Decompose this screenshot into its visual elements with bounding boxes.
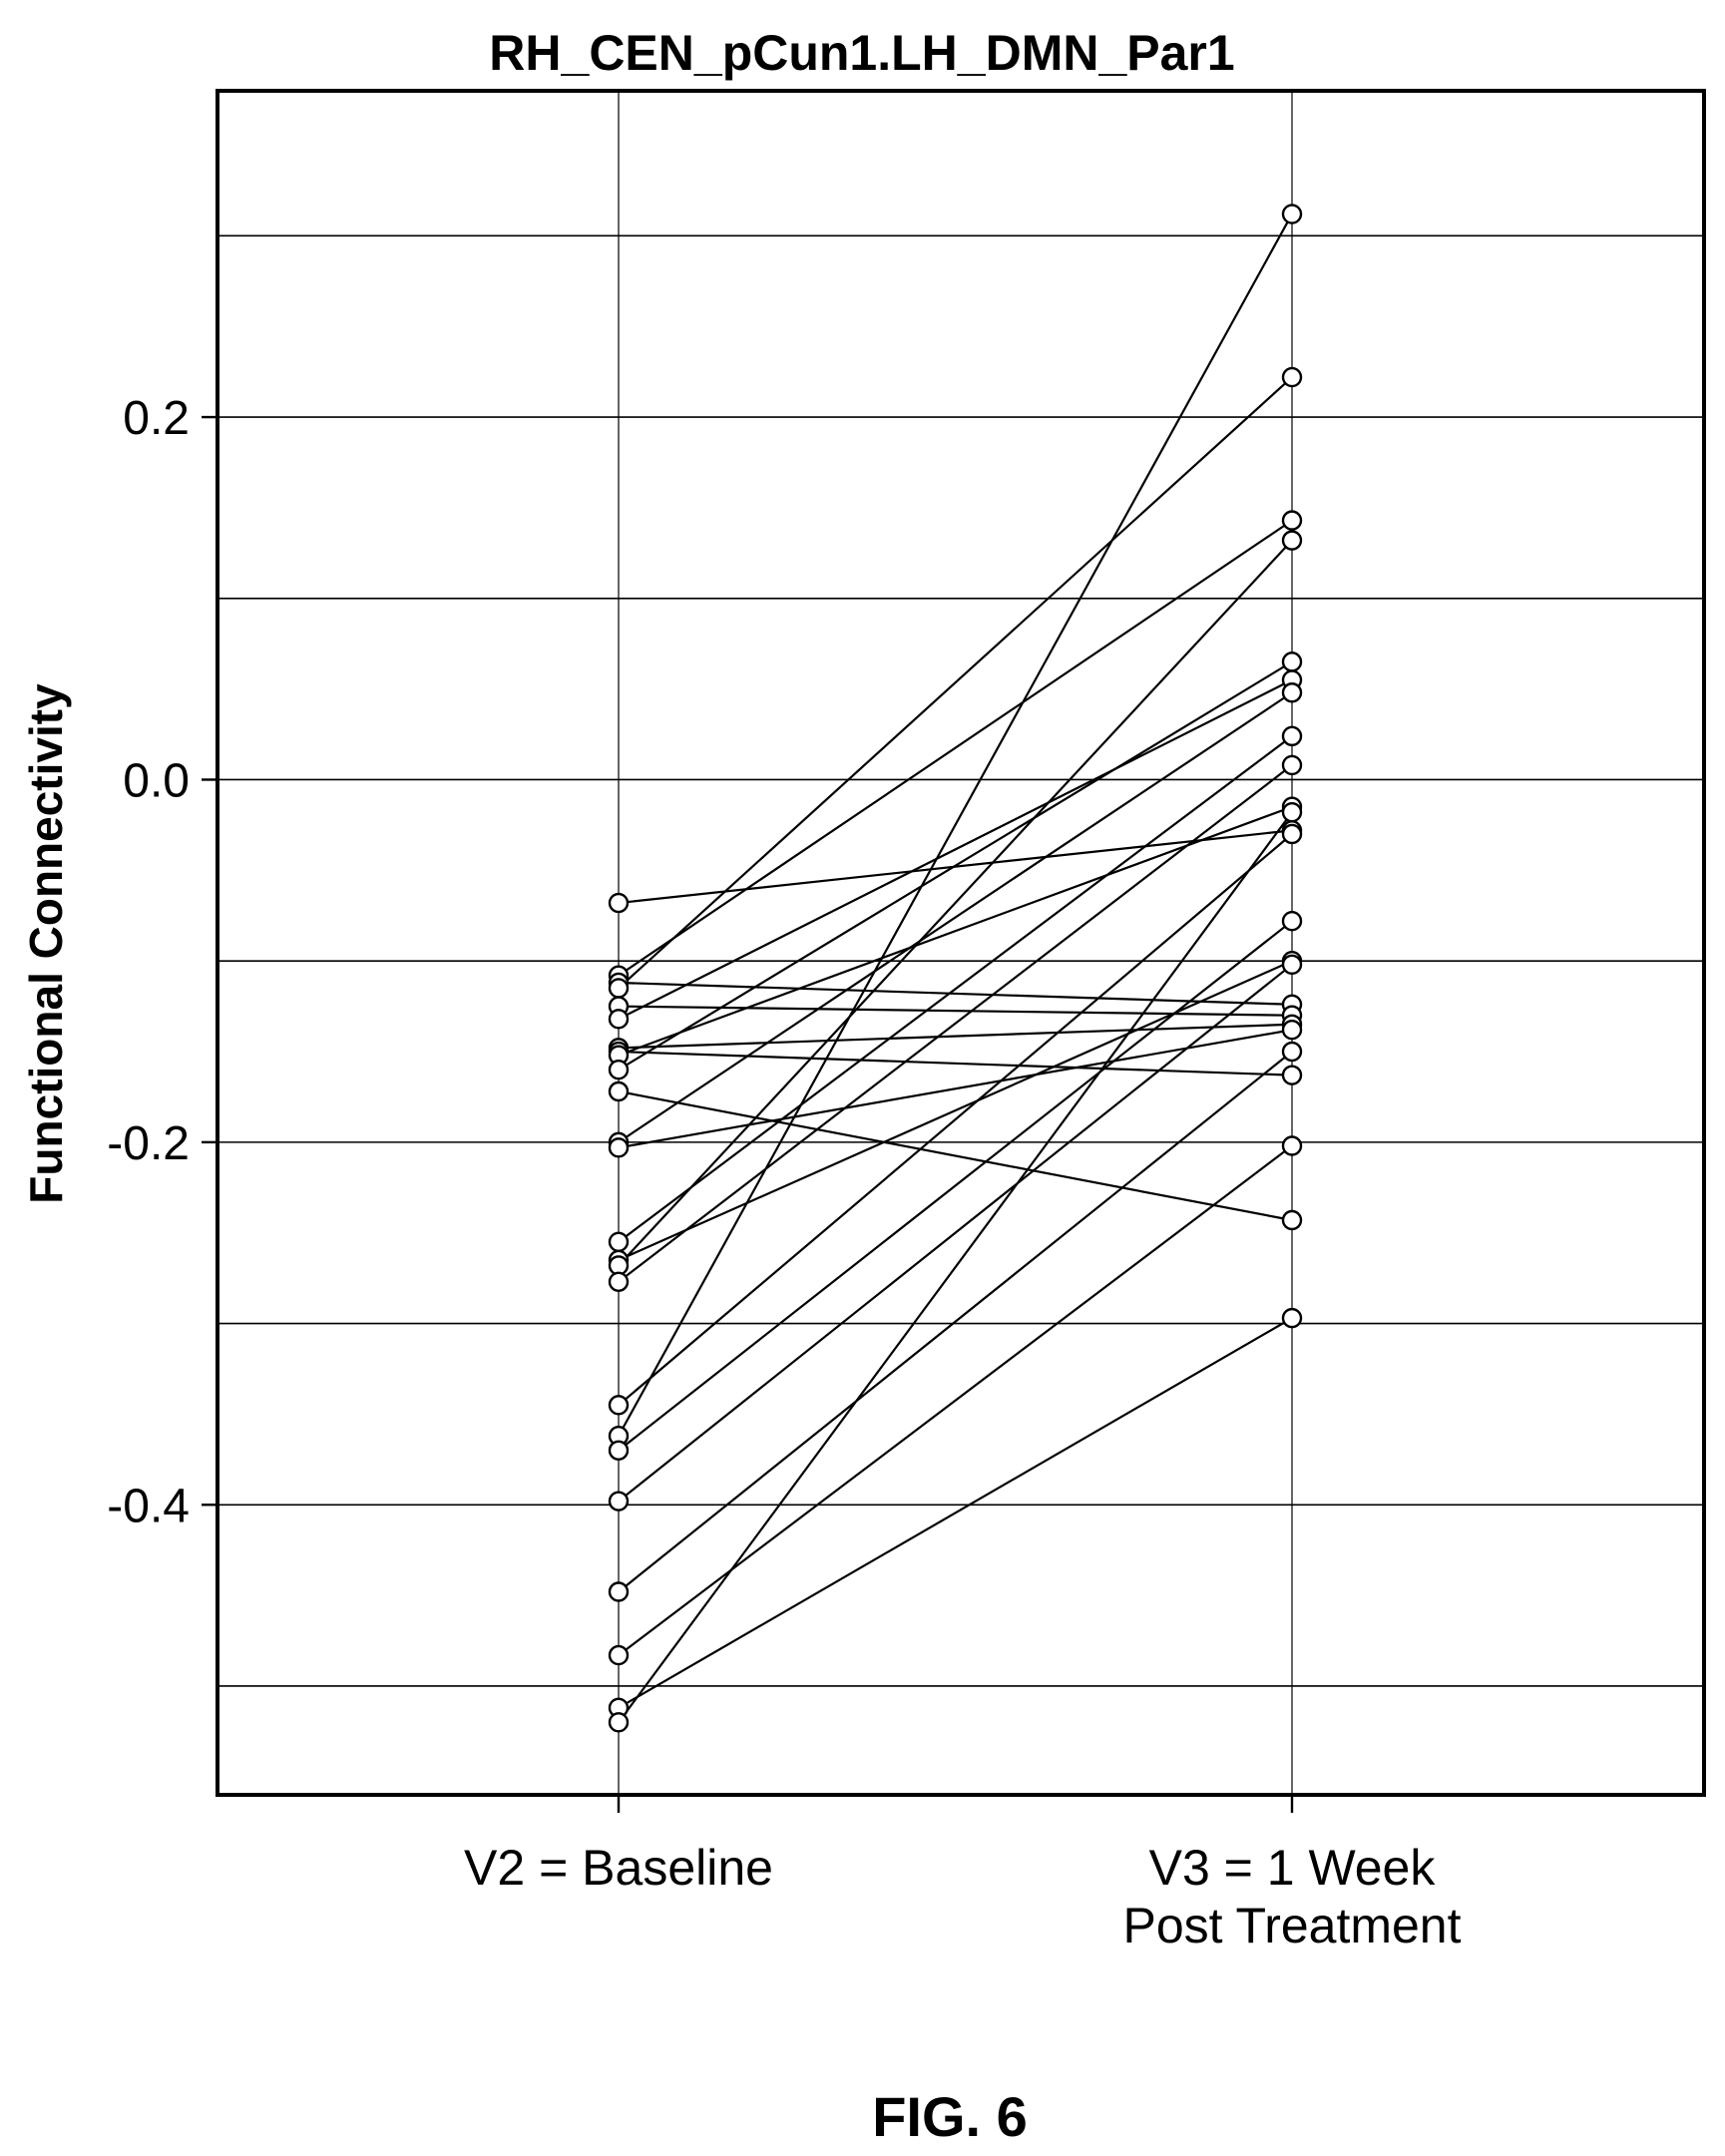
- subject-line-15: [618, 539, 1293, 1267]
- gridlines: [217, 234, 1704, 1687]
- point-baseline-5: [608, 1009, 630, 1030]
- subject-line-5: [618, 678, 1293, 1021]
- point-baseline-21: [608, 1581, 630, 1602]
- point-week1-22: [1281, 1135, 1303, 1156]
- y-tick-label-2: 0.0: [123, 754, 190, 807]
- x-axis-ticks: V2 = Baseline V3 = 1 Week Post Treatment: [464, 1795, 1462, 1953]
- subject-line-24: [618, 811, 1293, 1723]
- point-baseline-20: [608, 1491, 630, 1511]
- point-week1-21: [1281, 1041, 1303, 1063]
- y-tick-label-0: -0.4: [107, 1480, 190, 1532]
- subject-line-20: [618, 963, 1293, 1503]
- y-axis-ticks: -0.4 -0.2 0.0 0.2: [107, 392, 217, 1532]
- point-week1-11: [1281, 682, 1303, 703]
- point-week1-16: [1281, 754, 1303, 776]
- subject-line-16: [618, 764, 1293, 1283]
- point-week1-23: [1281, 1307, 1303, 1329]
- subject-line-4: [618, 1005, 1293, 1017]
- point-baseline-3: [608, 978, 630, 999]
- chart-title: RH_CEN_pCun1.LH_DMN_Par1: [489, 25, 1234, 81]
- subject-line-18: [618, 214, 1293, 1437]
- point-week1-24: [1281, 801, 1303, 823]
- subject-line-12: [618, 1029, 1293, 1149]
- point-week1-12: [1281, 1020, 1303, 1041]
- y-tick-label-1: -0.2: [107, 1117, 190, 1170]
- point-week1-7: [1281, 1065, 1303, 1085]
- x-tick-label-0: V2 = Baseline: [464, 1840, 773, 1896]
- point-baseline-24: [608, 1712, 630, 1733]
- point-week1-20: [1281, 954, 1303, 976]
- subject-line-21: [618, 1051, 1293, 1593]
- data-points: [608, 204, 1303, 1733]
- point-week1-3: [1281, 366, 1303, 388]
- subject-line-22: [618, 1144, 1293, 1656]
- y-tick-label-3: 0.2: [123, 392, 190, 445]
- point-baseline-17: [608, 1395, 630, 1416]
- point-baseline-19: [608, 1440, 630, 1461]
- point-baseline-22: [608, 1644, 630, 1666]
- figure-label: FIG. 6: [872, 2085, 1028, 2148]
- subject-line-1: [618, 519, 1293, 977]
- subject-line-2: [618, 981, 1293, 1006]
- point-week1-19: [1281, 910, 1303, 932]
- point-baseline-16: [608, 1271, 630, 1292]
- subject-line-17: [618, 833, 1293, 1407]
- subject-line-6: [618, 1023, 1293, 1050]
- y-axis-label: Functional Connectivity: [20, 683, 72, 1204]
- category-gridlines: [618, 91, 1293, 1795]
- point-week1-18: [1281, 204, 1303, 224]
- point-week1-10: [1281, 1209, 1303, 1231]
- point-baseline-10: [608, 1080, 630, 1102]
- subject-line-8: [618, 805, 1293, 1057]
- x-tick-label-1: V3 = 1 Week Post Treatment: [1122, 1840, 1461, 1953]
- plot-frame: [216, 89, 1706, 1797]
- point-week1-13: [1281, 725, 1303, 747]
- subject-line-19: [618, 920, 1293, 1452]
- point-week1-1: [1281, 510, 1303, 531]
- subject-line-9: [618, 660, 1293, 1072]
- subject-line-7: [618, 1050, 1293, 1077]
- subject-line-10: [618, 1089, 1293, 1222]
- point-baseline-13: [608, 1231, 630, 1253]
- point-week1-17: [1281, 823, 1303, 845]
- subject-line-23: [618, 1317, 1293, 1709]
- point-week1-15: [1281, 530, 1303, 551]
- subject-line-13: [618, 734, 1293, 1243]
- point-baseline-9: [608, 1059, 630, 1080]
- point-week1-9: [1281, 651, 1303, 672]
- x-tick-label-line-1-1: Post Treatment: [1122, 1898, 1461, 1953]
- x-tick-label-line-0-0: V2 = Baseline: [464, 1840, 773, 1896]
- x-tick-label-line-1-0: V3 = 1 Week: [1149, 1840, 1437, 1896]
- subject-line-14: [618, 960, 1293, 1261]
- subject-line-11: [618, 691, 1293, 1143]
- point-baseline-0: [608, 892, 630, 914]
- point-baseline-12: [608, 1137, 630, 1158]
- subject-line-3: [618, 376, 1293, 990]
- connecting-lines: [618, 214, 1293, 1723]
